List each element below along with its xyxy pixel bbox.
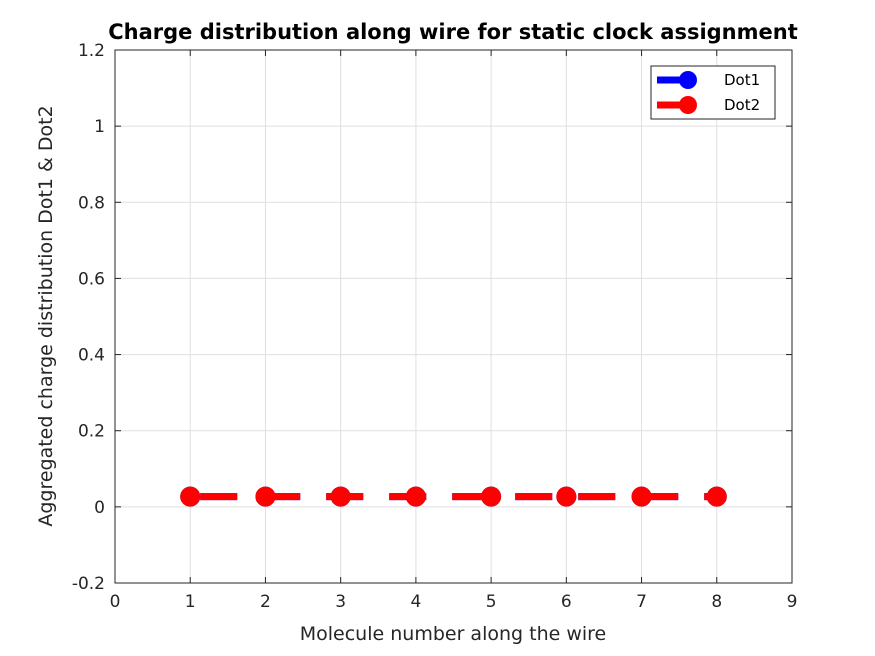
y-tick-label: -0.2 bbox=[72, 574, 105, 594]
chart-title: Charge distribution along wire for stati… bbox=[108, 20, 798, 44]
data-point bbox=[405, 486, 426, 507]
legend: Dot1 Dot2 bbox=[650, 65, 776, 120]
y-tick-label: 0.2 bbox=[78, 422, 105, 442]
x-tick-label: 6 bbox=[561, 592, 572, 612]
x-tick-label: 1 bbox=[185, 592, 196, 612]
x-tick-label: 2 bbox=[260, 592, 271, 612]
data-point bbox=[481, 486, 502, 507]
y-tick-label: 0 bbox=[94, 498, 105, 518]
data-point bbox=[330, 486, 351, 507]
ticks: 0 1 2 3 4 5 6 7 8 9-0.200.20.40.60.811.2 bbox=[72, 41, 798, 612]
legend-box bbox=[650, 65, 776, 120]
series-layer bbox=[180, 486, 727, 507]
data-point bbox=[631, 486, 652, 507]
legend-marker bbox=[679, 96, 697, 114]
x-tick-label: 9 bbox=[787, 592, 798, 612]
data-point bbox=[556, 486, 577, 507]
series-dot2 bbox=[180, 486, 727, 507]
plot-area bbox=[115, 50, 792, 583]
x-tick-label: 0 bbox=[110, 592, 121, 612]
x-tick-label: 3 bbox=[335, 592, 346, 612]
legend-entry-dot1: Dot1 bbox=[657, 71, 760, 89]
x-tick-label: 8 bbox=[711, 592, 722, 612]
data-point bbox=[180, 486, 201, 507]
y-tick-label: 0.8 bbox=[78, 193, 105, 213]
y-tick-label: 0.6 bbox=[78, 269, 105, 289]
data-point bbox=[255, 486, 276, 507]
y-tick-label: 1.2 bbox=[78, 41, 105, 61]
legend-marker bbox=[679, 71, 697, 89]
legend-entry-dot2: Dot2 bbox=[657, 96, 760, 114]
legend-label: Dot1 bbox=[724, 71, 760, 89]
x-tick-label: 4 bbox=[410, 592, 421, 612]
x-tick-label: 7 bbox=[636, 592, 647, 612]
y-tick-label: 0.4 bbox=[78, 346, 105, 366]
legend-label: Dot2 bbox=[724, 96, 760, 114]
x-axis-label: Molecule number along the wire bbox=[300, 623, 607, 645]
x-tick-label: 5 bbox=[486, 592, 497, 612]
data-point bbox=[706, 486, 727, 507]
axes-box bbox=[114, 49, 793, 584]
y-tick-label: 1 bbox=[94, 117, 105, 137]
grid bbox=[115, 50, 792, 583]
y-axis-label: Aggregated charge distribution Dot1 & Do… bbox=[35, 105, 57, 526]
